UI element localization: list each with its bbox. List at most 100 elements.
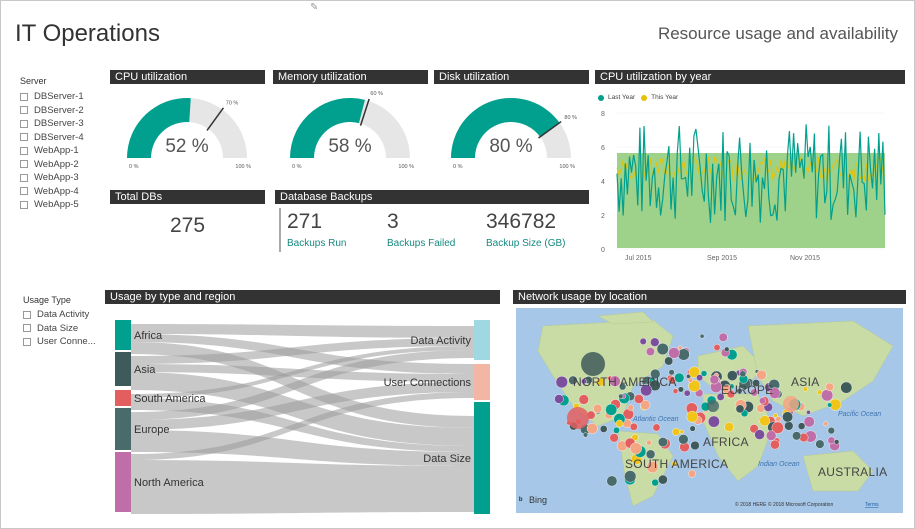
map-bubble[interactable] xyxy=(554,394,564,404)
map-bubble[interactable] xyxy=(555,375,568,389)
map-bubble[interactable] xyxy=(827,402,833,408)
map-bubble[interactable] xyxy=(646,439,652,446)
map-bubble[interactable] xyxy=(735,404,745,414)
map-bubble[interactable] xyxy=(773,413,779,418)
map-bubble[interactable] xyxy=(769,387,781,399)
map-bubble[interactable] xyxy=(815,439,825,449)
map-bubble[interactable] xyxy=(609,375,621,387)
map-bubble[interactable] xyxy=(827,426,835,435)
map-bubble[interactable] xyxy=(726,389,736,399)
map-bubble[interactable] xyxy=(568,375,578,385)
map-bubble[interactable] xyxy=(634,394,644,404)
map-bubble[interactable] xyxy=(782,411,793,423)
map-bubble[interactable] xyxy=(618,383,627,391)
sankey-source-node[interactable] xyxy=(115,408,131,450)
map-bubble[interactable] xyxy=(678,434,689,445)
checkbox[interactable] xyxy=(20,187,28,196)
map-bubble[interactable] xyxy=(639,337,647,345)
map-bubble[interactable] xyxy=(754,429,765,440)
map-bubble[interactable] xyxy=(646,461,659,474)
map-bubble[interactable] xyxy=(688,379,701,393)
map-bubble[interactable] xyxy=(707,415,720,428)
network-map[interactable]: Network usage by location NORTH AMERICA … xyxy=(513,290,906,515)
map-bubble[interactable] xyxy=(679,429,685,435)
map-bubble[interactable] xyxy=(797,422,806,430)
checkbox[interactable] xyxy=(23,310,31,319)
slicer-item[interactable]: WebApp-4 xyxy=(20,185,105,199)
map-bubble[interactable] xyxy=(618,393,624,399)
map-bubble[interactable] xyxy=(784,421,794,431)
map-bubble[interactable] xyxy=(736,387,743,394)
gauge-card[interactable]: Disk utilization 80 % 0 % 100 % 80 % xyxy=(434,70,589,175)
map-bubble[interactable] xyxy=(645,449,656,460)
map-bubble[interactable] xyxy=(817,389,823,395)
map-bubble[interactable] xyxy=(696,374,704,382)
map-bubble[interactable] xyxy=(718,332,728,342)
map-bubble[interactable] xyxy=(688,366,701,378)
map-bubble[interactable] xyxy=(677,348,690,361)
sankey-target-node[interactable] xyxy=(474,320,490,360)
pin-icon[interactable]: ✎ xyxy=(310,2,319,13)
slicer-item[interactable]: WebApp-2 xyxy=(20,158,105,172)
checkbox[interactable] xyxy=(20,200,28,209)
slicer-item[interactable]: WebApp-5 xyxy=(20,198,105,212)
map-bubble[interactable] xyxy=(756,369,767,381)
slicer-item[interactable]: User Conne... xyxy=(23,335,108,349)
map-bubble[interactable] xyxy=(624,470,637,483)
map-bubble[interactable] xyxy=(656,343,669,356)
map-bubble[interactable] xyxy=(640,400,651,410)
map-bubble[interactable] xyxy=(657,437,668,448)
map-bubble[interactable] xyxy=(713,344,721,351)
map-bubble[interactable] xyxy=(716,393,725,401)
map-bubble[interactable] xyxy=(775,416,782,423)
map-bubble[interactable] xyxy=(840,381,853,394)
sankey-target-node[interactable] xyxy=(474,402,490,514)
map-bubble[interactable] xyxy=(770,439,780,450)
map-bubble[interactable] xyxy=(606,475,618,487)
checkbox[interactable] xyxy=(23,324,31,333)
map-bubble[interactable] xyxy=(582,432,588,438)
map-bubble[interactable] xyxy=(688,469,696,478)
map-bubble[interactable] xyxy=(758,397,766,405)
map-canvas[interactable]: NORTH AMERICA EUROPE ASIA SOUTH AMERICA … xyxy=(513,306,906,515)
map-bubble[interactable] xyxy=(671,460,678,467)
map-bubble[interactable] xyxy=(605,403,618,416)
slicer-item[interactable]: WebApp-1 xyxy=(20,144,105,158)
map-bubble[interactable] xyxy=(677,386,684,393)
map-bubble[interactable] xyxy=(827,436,836,445)
map-bubble[interactable] xyxy=(750,388,759,397)
checkbox[interactable] xyxy=(20,160,28,169)
map-bubble[interactable] xyxy=(806,410,811,415)
sankey-target-node[interactable] xyxy=(474,364,490,400)
slicer-item[interactable]: DBServer-1 xyxy=(20,90,105,104)
slicer-item[interactable]: Data Activity xyxy=(23,308,108,322)
checkbox[interactable] xyxy=(23,337,31,346)
map-bubble[interactable] xyxy=(674,372,685,383)
map-bubble[interactable] xyxy=(739,370,747,378)
map-bubble-large[interactable] xyxy=(567,407,589,429)
map-bubble[interactable] xyxy=(683,389,691,397)
map-bubble[interactable] xyxy=(629,442,642,455)
slicer-item[interactable]: DBServer-3 xyxy=(20,117,105,131)
checkbox[interactable] xyxy=(20,146,28,155)
map-bubble[interactable] xyxy=(686,410,699,423)
map-bubble[interactable] xyxy=(834,439,840,445)
slicer-item[interactable]: DBServer-4 xyxy=(20,131,105,145)
gauge-card[interactable]: Memory utilization 60 % 0 % 100 % 58 % xyxy=(273,70,428,175)
checkbox[interactable] xyxy=(20,119,28,128)
sankey-source-node[interactable] xyxy=(115,390,131,406)
map-bubble[interactable] xyxy=(650,337,660,347)
map-bubble[interactable] xyxy=(627,404,634,411)
map-bubble[interactable] xyxy=(595,377,605,387)
map-bubble-large[interactable] xyxy=(581,352,605,376)
map-bubble[interactable] xyxy=(578,394,589,405)
map-bubble[interactable] xyxy=(668,369,675,376)
map-bubble[interactable] xyxy=(699,333,705,339)
map-bubble[interactable] xyxy=(766,430,777,441)
sankey-source-node[interactable] xyxy=(115,452,131,512)
slicer-item[interactable]: DBServer-2 xyxy=(20,104,105,118)
map-bubble[interactable] xyxy=(672,428,680,436)
map-bubble[interactable] xyxy=(825,382,834,392)
map-bubble[interactable] xyxy=(689,425,696,432)
map-bubble[interactable] xyxy=(645,347,655,356)
